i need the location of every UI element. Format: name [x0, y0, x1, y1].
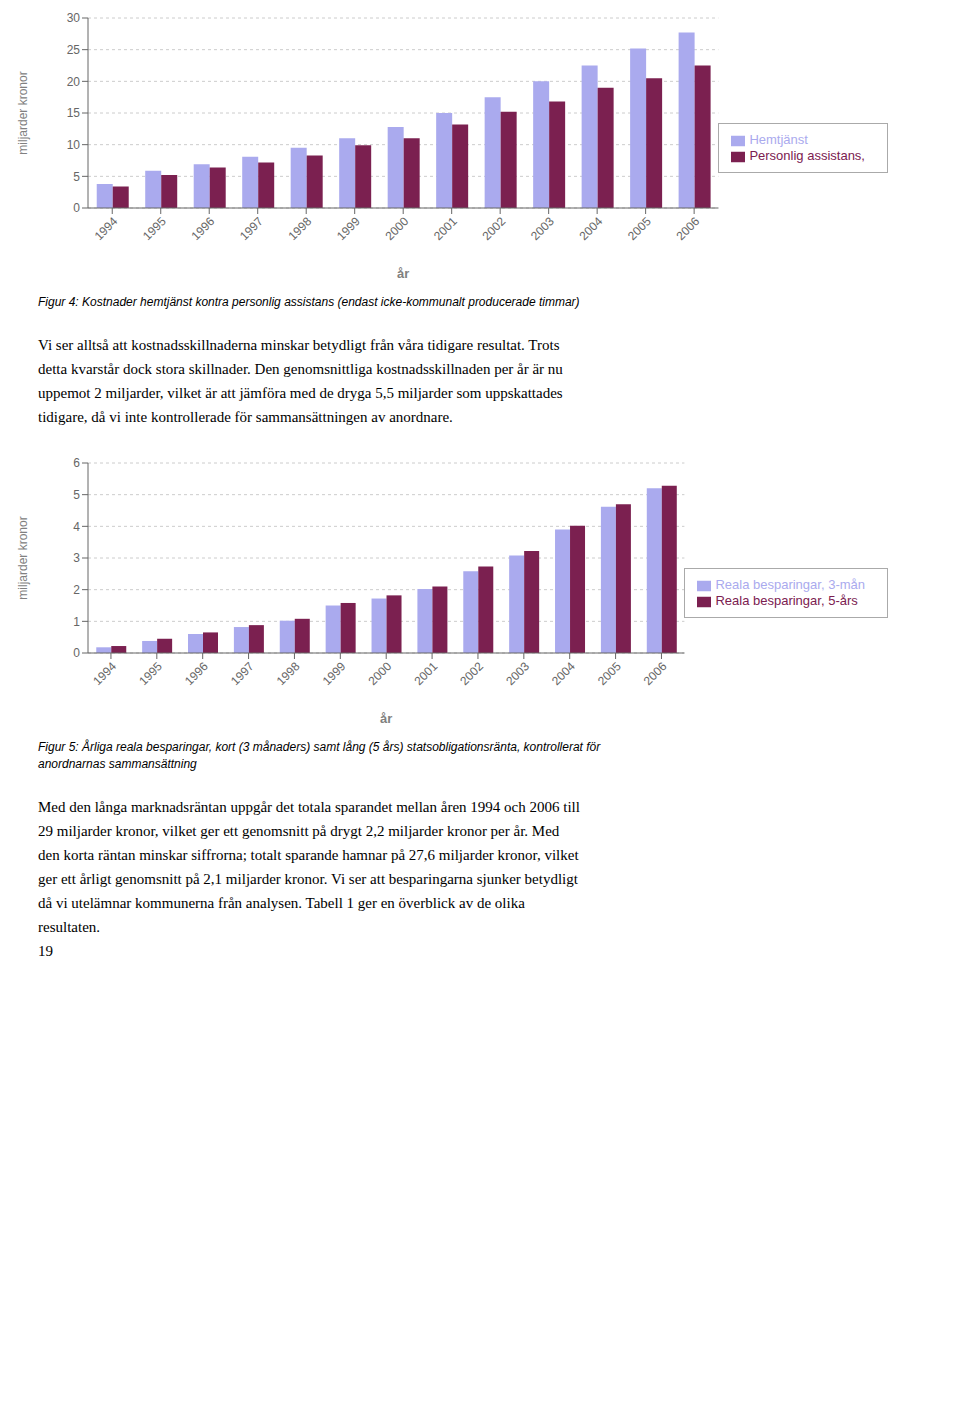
html-text:Personlig assistans,: Personlig assistans,	[749, 148, 865, 163]
svg-text:2005: 2005	[625, 214, 654, 243]
svg-text:2006: 2006	[673, 214, 702, 243]
svg-text:2005: 2005	[595, 659, 624, 688]
svg-text:1997: 1997	[237, 214, 266, 243]
html-text:Vi ser alltså att kostnadsskil: Vi ser alltså att kostnadsskillnaderna m…	[38, 337, 560, 353]
svg-text:30: 30	[67, 11, 81, 25]
svg-text:1997: 1997	[228, 659, 257, 688]
svg-text:1995: 1995	[140, 214, 169, 243]
svg-text:1994: 1994	[90, 659, 119, 688]
svg-text:2000: 2000	[383, 214, 412, 243]
html-text:19: 19	[38, 943, 53, 959]
svg-text:1998: 1998	[274, 659, 303, 688]
svg-text:2002: 2002	[480, 214, 509, 243]
svg-text:2004: 2004	[549, 659, 578, 688]
html-text:resultaten.: resultaten.	[38, 919, 101, 935]
svg-text:2006: 2006	[641, 659, 670, 688]
svg-text:1996: 1996	[182, 659, 211, 688]
svg-text:2004: 2004	[577, 214, 606, 243]
svg-text:1994: 1994	[92, 214, 121, 243]
svg-text:2003: 2003	[528, 214, 557, 243]
svg-text:0: 0	[73, 201, 80, 215]
html-text:Reala besparingar, 5-års: Reala besparingar, 5-års	[715, 593, 858, 608]
svg-text:2003: 2003	[503, 659, 532, 688]
html-text:då vi utelämnar kommunerna frå: då vi utelämnar kommunerna från analysen…	[38, 895, 525, 911]
svg-text:1: 1	[73, 615, 80, 629]
svg-text:miljarder kronor: miljarder kronor	[16, 71, 30, 154]
html-text:29 miljarder kronor, vilket ge: 29 miljarder kronor, vilket ger ett geno…	[38, 823, 560, 839]
svg-text:1999: 1999	[334, 214, 363, 243]
html-text:uppemot 2 miljarder, vilket är: uppemot 2 miljarder, vilket är att jämfö…	[38, 385, 563, 401]
svg-text:år: år	[380, 711, 392, 726]
html-text:Reala besparingar, 3-mån: Reala besparingar, 3-mån	[715, 577, 865, 593]
svg-text:år: år	[397, 266, 409, 281]
html-text:den korta räntan minskar siffr: den korta räntan minskar siffrorna; tota…	[38, 847, 579, 863]
svg-text:2002: 2002	[457, 659, 486, 688]
html-text:Hemtjänst: Hemtjänst	[749, 132, 808, 148]
html-text:ger ett årligt genomsnitt på 2: ger ett årligt genomsnitt på 2,1 miljard…	[38, 871, 578, 887]
svg-text:1999: 1999	[320, 659, 349, 688]
svg-text:2001: 2001	[411, 659, 440, 688]
svg-text:6: 6	[73, 456, 80, 470]
html-text:tidigare, då vi inte kontrolle: tidigare, då vi inte kontrollerade för s…	[38, 409, 453, 425]
html-text:Figur 5: Årliga reala besparin: Figur 5: Årliga reala besparingar, kort …	[38, 740, 601, 771]
svg-text:1996: 1996	[189, 214, 218, 243]
svg-text:10: 10	[67, 138, 81, 152]
svg-text:1995: 1995	[136, 659, 165, 688]
svg-text:miljarder kronor: miljarder kronor	[16, 516, 30, 599]
svg-text:5: 5	[73, 170, 80, 184]
html-text:Figur 4: Kostnader hemtjänst k: Figur 4: Kostnader hemtjänst kontra pers…	[38, 295, 580, 309]
html-text:detta kvarstår dock stora skil: detta kvarstår dock stora skillnader. De…	[38, 361, 563, 377]
svg-text:20: 20	[67, 75, 81, 89]
svg-text:1998: 1998	[286, 214, 315, 243]
svg-text:0: 0	[73, 646, 80, 660]
svg-text:5: 5	[73, 488, 80, 502]
html-text:Med den långa marknadsräntan u: Med den långa marknadsräntan uppgår det …	[38, 799, 580, 815]
svg-text:25: 25	[67, 43, 81, 57]
svg-text:2: 2	[73, 583, 80, 597]
svg-text:2001: 2001	[431, 214, 460, 243]
svg-text:3: 3	[73, 551, 80, 565]
svg-text:15: 15	[67, 106, 81, 120]
svg-text:4: 4	[73, 520, 80, 534]
svg-text:2000: 2000	[366, 659, 395, 688]
